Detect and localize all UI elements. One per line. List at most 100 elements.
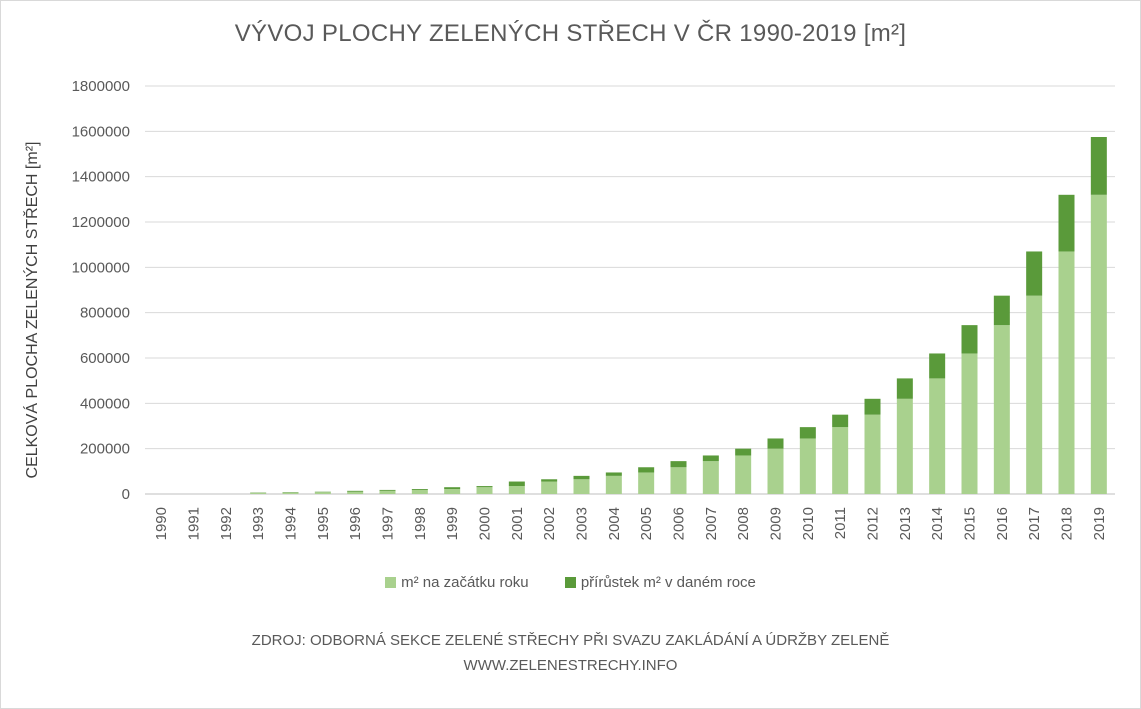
x-tick-label: 2006: [671, 507, 688, 540]
x-tick-label: 2003: [574, 507, 591, 540]
bar-start-of-year-2012: [864, 414, 881, 494]
bar-increment-2008: [735, 448, 752, 456]
bar-start-of-year-2009: [767, 448, 784, 494]
x-tick-label: 2018: [1059, 507, 1076, 540]
bar-start-of-year-2010: [799, 438, 816, 494]
y-tick-label: 1200000: [72, 214, 130, 231]
y-tick-label: 1600000: [72, 123, 130, 140]
y-tick-labels: 0 200000 400000 600000 800000 1000000 1200000 1…: [72, 78, 130, 503]
bar-start-of-year-2016: [993, 325, 1010, 494]
bar-start-of-year-2004: [605, 475, 622, 494]
bar-start-of-year-2015: [961, 353, 978, 494]
legend-item-increment: přírůstek m² v daném roce: [564, 574, 756, 591]
legend-label-start-of-year: m² na začátku roku: [401, 574, 529, 591]
bar-increment-2007: [702, 455, 719, 462]
bar-start-of-year-1997: [379, 490, 396, 494]
bar-start-of-year-2000: [476, 487, 493, 494]
x-tick-label: 2010: [800, 507, 817, 540]
legend-swatch-increment: [564, 577, 576, 588]
bar-increment-2011: [832, 414, 849, 428]
x-tick-label: 1995: [315, 507, 332, 540]
bar-increment-2015: [961, 325, 978, 354]
bar-start-of-year-1998: [411, 489, 428, 494]
x-tick-labels: 1990 1991 1992 1993 1994 1995 1996 1997 1998 1999…: [153, 507, 1108, 540]
bar-increment-2006: [670, 461, 687, 468]
bar-increment-2014: [929, 353, 946, 379]
bar-start-of-year-1994: [282, 492, 299, 494]
x-tick-label: 2017: [1026, 507, 1043, 540]
x-tick-label: 1999: [444, 507, 461, 540]
x-tick-label: 1996: [347, 507, 364, 540]
legend-label-increment: přírůstek m² v daném roce: [580, 574, 756, 591]
y-tick-label: 1400000: [72, 169, 130, 186]
bar-start-of-year-2002: [541, 481, 558, 494]
x-tick-label: 1998: [412, 507, 429, 540]
bar-increment-2013: [896, 378, 913, 399]
bar-increment-1997: [379, 489, 396, 491]
x-tick-label: 2009: [768, 507, 785, 540]
x-tick-label: 1991: [186, 507, 203, 540]
legend: m² na začátku roku přírůstek m² v daném …: [0, 574, 1141, 592]
bar-start-of-year-2014: [929, 378, 946, 494]
bar-increment-2010: [799, 427, 816, 439]
bar-increment-1999: [444, 487, 461, 490]
x-tick-label: 1992: [218, 507, 235, 540]
legend-item-start-of-year: m² na začátku roku: [385, 574, 529, 591]
x-tick-label: 2016: [994, 507, 1011, 540]
y-tick-label: 1000000: [72, 259, 130, 276]
x-tick-label: 2014: [929, 507, 946, 540]
source-url: WWW.ZELENESTRECHY.INFO: [463, 657, 678, 674]
bar-increment-2017: [1026, 251, 1043, 296]
bar-start-of-year-1995: [314, 492, 331, 494]
x-tick-label: 1993: [250, 507, 267, 540]
y-tick-label: 600000: [80, 350, 130, 367]
x-tick-label: 2013: [897, 507, 914, 540]
bar-start-of-year-1996: [347, 491, 364, 494]
bar-increment-2002: [541, 479, 558, 482]
bar-increment-2016: [993, 295, 1010, 326]
x-tick-label: 1997: [380, 507, 397, 540]
bar-start-of-year-2013: [896, 398, 913, 494]
y-tick-label: 0: [122, 486, 130, 503]
x-tick-label: 2000: [477, 507, 494, 540]
bar-increment-2004: [605, 472, 622, 476]
bar-start-of-year-2017: [1026, 295, 1043, 494]
bar-increment-2012: [864, 398, 881, 415]
bar-start-of-year-1999: [444, 489, 461, 494]
bar-start-of-year-1993: [250, 493, 267, 494]
x-tick-label: 1990: [153, 507, 170, 540]
x-tick-label: 2001: [509, 507, 526, 540]
bar-increment-2001: [508, 481, 525, 487]
x-tick-label: 2015: [962, 507, 979, 540]
x-tick-label: 2005: [638, 507, 655, 540]
x-tick-label: 1994: [283, 507, 300, 540]
bar-increment-2018: [1058, 194, 1075, 252]
bar-increment-1998: [411, 489, 428, 490]
bar-start-of-year-2006: [670, 467, 687, 494]
x-tick-label: 2011: [832, 507, 849, 539]
bar-start-of-year-2005: [638, 472, 655, 494]
x-tick-label: 2019: [1091, 507, 1108, 540]
bar-increment-2003: [573, 475, 590, 480]
y-tick-label: 200000: [80, 441, 130, 458]
y-tick-label: 400000: [80, 395, 130, 412]
x-tick-label: 2008: [735, 507, 752, 540]
y-tick-label: 800000: [80, 305, 130, 322]
bar-increment-2005: [638, 467, 655, 473]
x-tick-label: 2004: [606, 507, 623, 540]
source-note: ZDROJ: ODBORNÁ SEKCE ZELENÉ STŘECHY PŘI …: [251, 632, 890, 649]
bar-start-of-year-2003: [573, 479, 590, 494]
bar-start-of-year-2018: [1058, 251, 1075, 494]
bar-start-of-year-2001: [508, 486, 525, 494]
x-tick-label: 2012: [865, 507, 882, 540]
gridlines: [145, 85, 1115, 495]
x-tick-label: 2007: [703, 507, 720, 540]
bar-increment-2000: [476, 486, 493, 488]
chart-title: VÝVOJ PLOCHY ZELENÝCH STŘECH V ČR 1990-2…: [234, 20, 907, 47]
bar-increment-2019: [1090, 137, 1107, 195]
bar-start-of-year-2011: [832, 427, 849, 494]
x-tick-label: 2002: [541, 507, 558, 540]
bar-start-of-year-2007: [702, 461, 719, 494]
